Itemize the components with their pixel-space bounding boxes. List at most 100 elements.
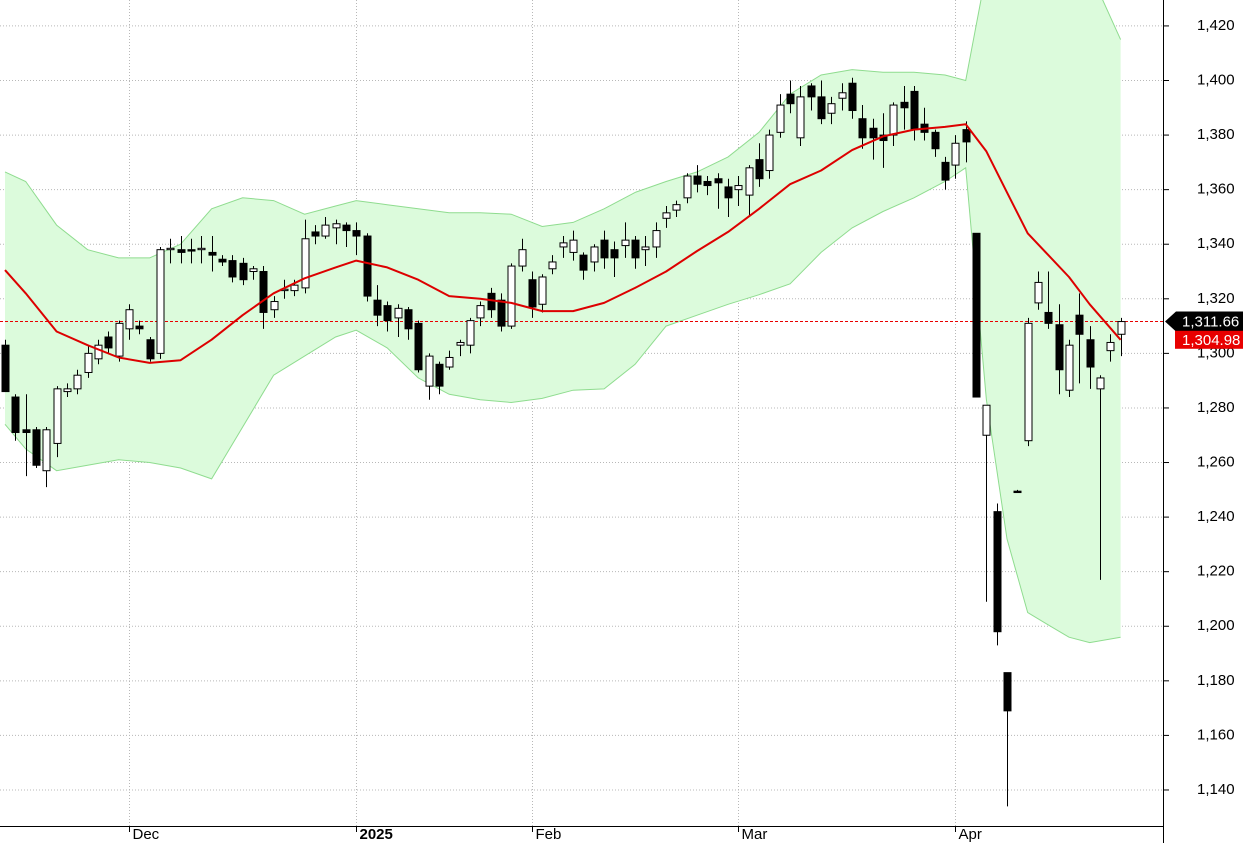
candle-body (734, 185, 743, 191)
candle-body (476, 305, 485, 319)
candle-body (518, 249, 527, 267)
candle-body (342, 224, 351, 232)
candle-body (590, 246, 599, 263)
candle-body (466, 320, 475, 346)
y-tick-label: 1,200 (1197, 617, 1235, 634)
candle-body (672, 204, 681, 211)
candle-body (73, 374, 82, 390)
candle-body (1117, 321, 1126, 335)
y-tick-label: 1,260 (1197, 453, 1235, 470)
candle-body (703, 180, 712, 187)
candle-body (228, 260, 237, 278)
candle-body (982, 404, 991, 436)
candle-body (1055, 324, 1064, 371)
candle-body (724, 186, 733, 199)
candle-body (1086, 339, 1095, 368)
candle-body (507, 265, 516, 327)
candle-body (187, 249, 196, 252)
candle-body (1024, 322, 1033, 442)
y-tick-label: 1,160 (1197, 726, 1235, 743)
x-tick-label: Dec (133, 826, 160, 843)
candle-body (951, 142, 960, 166)
candle-body (962, 129, 971, 143)
price-tags: 1,311.661,304.98 (1165, 311, 1243, 349)
candle-body (125, 309, 134, 330)
candle-body (259, 271, 268, 313)
x-tick-label: 2025 (360, 826, 393, 843)
candle-body (848, 82, 857, 112)
candle-body (84, 352, 93, 373)
y-tick-label: 1,420 (1197, 17, 1235, 34)
candle-body (538, 276, 547, 305)
candle-body (910, 90, 919, 131)
sma-line (4, 123, 1122, 364)
candle-body (197, 247, 206, 251)
candle-body (1034, 281, 1043, 304)
x-tick-label: Mar (742, 826, 768, 843)
candle-body (993, 511, 1002, 633)
candle-body (290, 284, 299, 292)
candle-body (166, 247, 175, 251)
candle-body (53, 388, 62, 444)
candle-body (889, 104, 898, 136)
candle-body (796, 96, 805, 139)
candle-body (11, 396, 20, 434)
y-tick-label: 1,140 (1197, 781, 1235, 798)
candle-body (218, 258, 227, 263)
candle-body (321, 224, 330, 237)
price-tag-box (1165, 311, 1243, 332)
candle-body (838, 92, 847, 99)
x-tick-label: Feb (536, 826, 562, 843)
candle-body (115, 322, 124, 357)
candle-body (662, 212, 671, 219)
candle-body (1075, 314, 1084, 335)
candle-body (42, 429, 51, 472)
candle-body (559, 242, 568, 248)
candle-body (156, 249, 165, 354)
candle-body (445, 356, 454, 368)
y-tick-label: 1,220 (1197, 563, 1235, 580)
price-tag-label: 1,304.98 (1182, 332, 1240, 349)
candle-body (32, 429, 41, 466)
candle-body (1013, 490, 1022, 494)
y-tick-label: 1,320 (1197, 290, 1235, 307)
candle-body (146, 339, 155, 360)
candle-body (373, 299, 382, 316)
candle-body (135, 325, 144, 330)
x-tick-label: Apr (959, 826, 982, 843)
candle-body (631, 239, 640, 259)
candle-body (745, 167, 754, 196)
candle-body (1096, 377, 1105, 390)
y-tick-label: 1,340 (1197, 235, 1235, 252)
candle-body (177, 249, 186, 253)
candle-body (456, 341, 465, 346)
y-tick-label: 1,400 (1197, 71, 1235, 88)
candle-body (239, 262, 248, 281)
candle-body (270, 301, 279, 311)
candle-body (621, 239, 630, 247)
candle-body (94, 344, 103, 360)
candle-body (528, 279, 537, 308)
candle-body (363, 235, 372, 297)
y-tick-label: 1,380 (1197, 126, 1235, 143)
candle-body (817, 96, 826, 120)
candle-body (1044, 311, 1053, 324)
candle-body (414, 322, 423, 371)
candle-body (807, 85, 816, 98)
candle-body (765, 134, 774, 172)
candle-body (827, 103, 836, 114)
candle-body (714, 178, 723, 184)
band-upper (4, 0, 1122, 259)
candle-body (931, 131, 940, 150)
candle-body (641, 246, 650, 251)
bands (0, 0, 1163, 644)
candle-body (425, 355, 434, 387)
candle-body (652, 230, 661, 248)
candle-body (311, 231, 320, 237)
candle-body (786, 93, 795, 105)
candle-body (569, 239, 578, 253)
candle-body (869, 127, 878, 139)
